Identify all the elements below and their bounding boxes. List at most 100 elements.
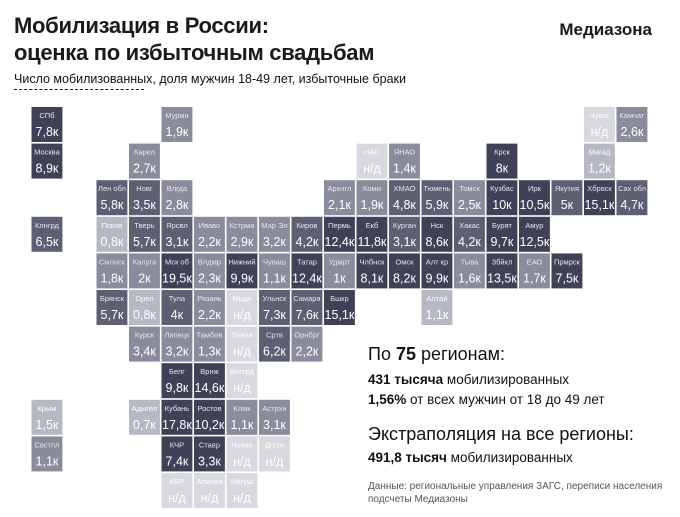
region-name-label: Тверь <box>134 221 154 230</box>
region-value-label: 3,3к <box>198 454 221 468</box>
region-value-label: н/д <box>233 381 251 395</box>
region-tile-bg <box>96 216 128 252</box>
region-name-label: Екб <box>366 221 379 230</box>
region-tile: Адыгея 0,7к <box>129 399 160 435</box>
region-tile: Москва 8,9к <box>31 143 63 179</box>
region-value-label: 1,1к <box>426 308 449 322</box>
region-tile-bg <box>389 253 420 289</box>
region-tile: Алт кр 9,9к <box>421 253 453 289</box>
region-tile: Сртв 6,2к <box>259 326 290 362</box>
region-tile: Брянск 5,7к <box>96 290 128 325</box>
region-tile-bg <box>161 473 193 508</box>
region-tile-bg <box>584 107 615 142</box>
region-value-label: 2,1к <box>328 198 351 212</box>
region-value-label: 5к <box>561 198 574 212</box>
region-tile-bg <box>356 253 388 289</box>
region-tile: Бшкр 15,1к <box>324 290 355 325</box>
region-name-label: Удмрт <box>329 257 351 266</box>
region-tile: Влгтрд н/д <box>226 363 258 399</box>
region-name-label: Ростов <box>197 404 221 413</box>
region-tile: Удмрт 1к <box>324 253 355 289</box>
region-name-label: Хбрвск <box>587 184 612 193</box>
region-value-label: 1,9к <box>166 125 189 139</box>
region-tile-bg <box>616 107 648 142</box>
region-value-label: 1,1к <box>263 271 286 285</box>
region-name-label: Клмк <box>233 404 251 413</box>
region-tile: Влгда 2,8к <box>161 180 193 216</box>
region-tile-bg <box>259 436 290 472</box>
region-tile: Тула 4к <box>161 290 193 325</box>
region-name-label: СПб <box>39 111 54 120</box>
region-tile: Алтай 1,1к <box>421 290 453 325</box>
region-name-label: Тыва <box>461 257 480 266</box>
region-name-label: Алтай <box>426 294 447 303</box>
region-name-label: Самара <box>293 294 321 303</box>
region-tile: ХМАО 4,8к <box>389 180 420 216</box>
region-tile-bg <box>31 143 63 179</box>
region-value-label: 9,9к <box>426 271 449 285</box>
region-tile-bg <box>129 326 160 362</box>
region-value-label: н/д <box>233 308 251 322</box>
region-tile-bg <box>31 107 63 142</box>
region-value-label: 8,6к <box>426 235 449 249</box>
region-tile: ЕАО 1,7к <box>519 253 550 289</box>
region-value-label: 2к <box>138 271 151 285</box>
region-name-label: Хакас <box>459 221 480 230</box>
region-name-label: Тула <box>169 294 186 303</box>
region-value-label: 4,2к <box>296 235 319 249</box>
summary-heading: По 75 регионам: <box>368 344 505 364</box>
region-name-label: Орел <box>135 294 153 303</box>
region-name-label: Бурят <box>492 221 513 230</box>
region-tile-bg <box>226 363 258 399</box>
region-tile: Ирк 10,5к <box>519 180 550 216</box>
region-tile-bg <box>226 326 258 362</box>
region-name-label: Тюмень <box>423 184 450 193</box>
region-name-label: Белг <box>169 367 185 376</box>
region-value-label: 15,1к <box>325 308 355 322</box>
region-value-label: н/д <box>168 491 186 505</box>
region-tile: Кубань 17,8к <box>161 399 193 435</box>
region-name-label: Крым <box>37 404 56 413</box>
region-name-label: ХМАО <box>393 184 415 193</box>
region-value-label: 2,9к <box>231 235 254 249</box>
region-tile: Орнбрг 2,2к <box>291 326 323 362</box>
region-value-label: 7,8к <box>36 125 59 139</box>
region-value-label: 9,7к <box>491 235 514 249</box>
region-tile-bg <box>616 180 648 216</box>
region-tile: Курган 3,1к <box>389 216 420 252</box>
region-tile-bg <box>454 216 485 252</box>
region-tile-bg <box>259 216 290 252</box>
region-tile: Мар Эл 3,2к <box>259 216 290 252</box>
region-tile-bg <box>129 216 160 252</box>
region-tile-bg <box>486 143 518 179</box>
region-tile: ЯНАО 1,4к <box>389 143 420 179</box>
region-name-label: Алт кр <box>426 257 448 266</box>
region-value-label: н/д <box>233 491 251 505</box>
region-tile: Мрдв н/д <box>226 290 258 325</box>
region-value-label: 7,5к <box>556 271 579 285</box>
region-tile: Липецк 3,2к <box>161 326 193 362</box>
region-name-label: Якутия <box>555 184 579 193</box>
region-name-label: Новг <box>136 184 153 193</box>
region-tile-bg <box>96 180 128 216</box>
region-value-label: 12,4к <box>292 271 322 285</box>
region-tile: Чечня н/д <box>226 436 258 472</box>
region-tile: Мск об 19,5к <box>161 253 193 289</box>
region-value-label: 1,5к <box>36 418 59 432</box>
region-name-label: Омск <box>395 257 414 266</box>
region-tile: Тыва 1,6к <box>454 253 485 289</box>
region-name-label: Пенза <box>231 331 253 340</box>
region-name-label: Кстрма <box>229 221 255 230</box>
region-value-label: 3,2к <box>263 235 286 249</box>
region-tile-bg <box>194 216 225 252</box>
region-tile: Ингуш н/д <box>226 473 258 508</box>
region-tile-bg <box>31 399 63 435</box>
region-value-label: 19,5к <box>162 271 192 285</box>
region-name-label: Коми <box>363 184 381 193</box>
region-tile-bg <box>291 253 323 289</box>
region-tile: Киров 4,2к <box>291 216 323 252</box>
region-name-label: Дгстн <box>265 440 284 449</box>
region-name-label: Влгда <box>167 184 188 193</box>
region-name-label: Чуваш <box>263 257 286 266</box>
region-tile: Калуга 2к <box>129 253 160 289</box>
